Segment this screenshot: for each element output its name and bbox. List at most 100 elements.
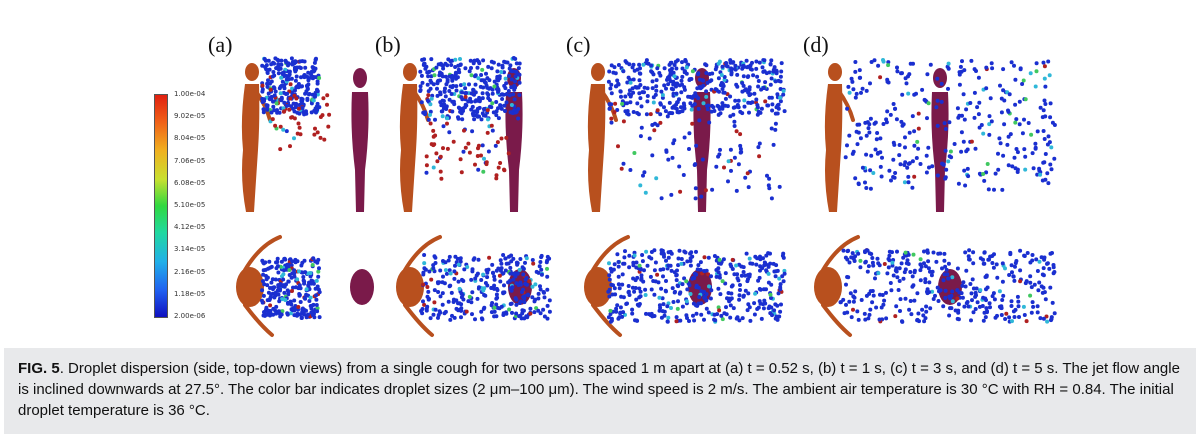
droplet [619,94,623,99]
droplet [676,263,681,268]
droplet [930,289,935,294]
droplet [506,280,511,285]
droplet [538,311,543,316]
droplet [438,294,443,299]
droplet [461,106,466,111]
droplet [955,296,960,301]
droplet [684,71,689,76]
droplet [754,97,759,102]
droplet [1020,131,1025,136]
droplet [1002,98,1007,103]
droplet [847,299,852,304]
droplet [906,180,911,185]
droplet [420,307,425,311]
droplet [445,146,450,151]
droplet [428,316,433,321]
droplet [300,106,305,110]
droplet [1030,253,1035,257]
droplet [609,63,614,68]
droplet [617,286,622,291]
droplet [488,104,492,109]
droplet [314,297,319,302]
droplet [449,290,454,295]
droplet [1037,168,1042,173]
droplet [722,75,727,79]
droplet [897,143,902,147]
droplet [1024,319,1029,324]
figure-caption: FIG. 5. Droplet dispersion (side, top-do… [4,348,1196,434]
droplet [955,106,960,111]
droplet [893,106,898,111]
droplet [1048,101,1053,106]
droplet [964,107,969,112]
droplet [716,112,721,117]
droplet [714,274,719,279]
droplet [274,101,279,106]
droplet [659,89,664,94]
droplet [957,72,962,77]
droplet [504,135,509,140]
droplet [517,314,522,319]
droplet [773,121,778,126]
droplet [1001,88,1006,93]
droplet [632,151,637,155]
droplet [304,287,309,292]
droplet [778,287,783,292]
droplet [640,253,645,257]
droplet [918,162,923,166]
droplet [272,93,277,98]
droplet [1039,255,1044,260]
droplet [998,141,1003,146]
droplet [943,288,948,293]
droplet [964,268,969,273]
droplet [676,256,681,261]
droplet [958,64,963,69]
droplet [320,113,325,118]
droplet [869,60,874,64]
droplet [946,61,951,66]
droplet [655,272,660,277]
droplet [458,57,462,61]
droplet [297,106,301,111]
droplet [923,98,928,103]
droplet [990,294,995,299]
droplet [690,121,695,126]
droplet [903,160,908,165]
droplet [732,155,737,160]
droplet [985,162,990,166]
droplet [912,270,917,275]
droplet [716,76,721,81]
droplet [471,87,476,92]
droplet [472,58,477,63]
droplet [427,269,432,274]
droplet [260,100,265,104]
droplet [492,283,497,288]
droplet [878,164,883,169]
droplet [1051,271,1056,276]
droplet [425,285,430,289]
droplet [662,254,666,259]
droplet [262,310,266,315]
droplet [775,111,780,116]
droplet [983,315,988,320]
droplet [879,174,884,179]
droplet [644,112,649,117]
droplet [1012,278,1017,283]
droplet [867,312,872,317]
droplet [528,311,533,316]
droplet [650,153,655,158]
droplet [716,104,721,109]
droplet [665,75,670,80]
droplet [494,286,499,291]
droplet [631,260,636,265]
droplet [611,283,615,288]
droplet [694,249,698,254]
droplet [894,117,899,122]
droplet [321,96,326,101]
droplet [1050,300,1055,305]
droplet [853,60,858,64]
droplet [898,309,902,313]
droplet [735,103,740,107]
droplet [287,268,292,272]
droplet [669,86,674,91]
